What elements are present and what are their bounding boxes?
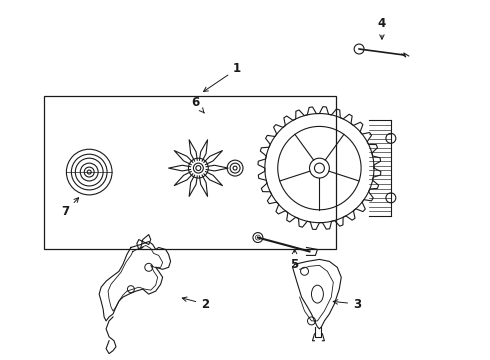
Text: 3: 3 <box>333 297 361 311</box>
Text: 6: 6 <box>191 96 204 113</box>
Text: 4: 4 <box>378 17 386 39</box>
Text: 2: 2 <box>182 297 209 311</box>
Bar <box>44 96 336 249</box>
Text: 1: 1 <box>203 62 241 91</box>
Text: 5: 5 <box>291 249 299 271</box>
Text: 7: 7 <box>61 198 78 218</box>
